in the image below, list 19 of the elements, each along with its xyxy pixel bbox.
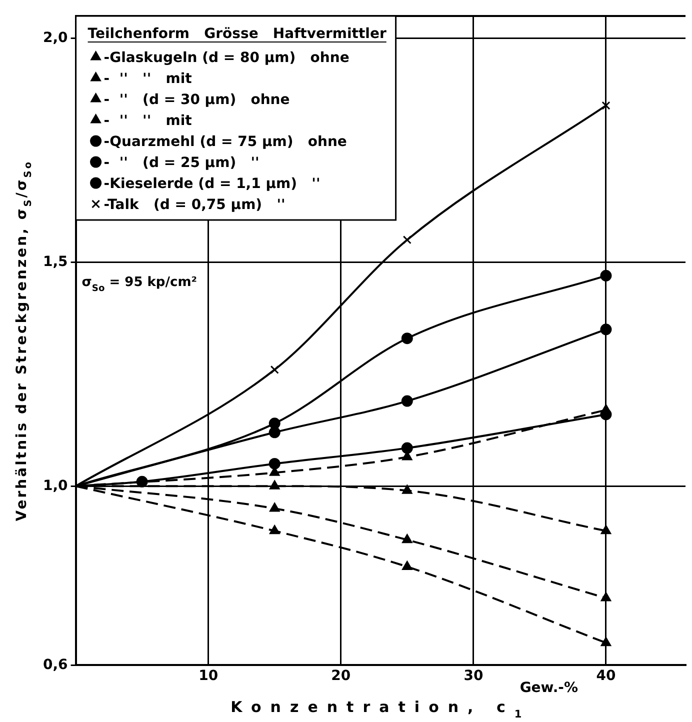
x-tick-label: 30 bbox=[464, 668, 484, 684]
y-tick-label: 1,0 bbox=[42, 478, 68, 494]
legend-title: Teilchenform Grösse Haftvermittler bbox=[88, 26, 386, 42]
y-tick-label: 1,5 bbox=[42, 254, 68, 270]
text: Gew.-% bbox=[520, 680, 578, 696]
x-tick-label: 10 bbox=[198, 668, 218, 684]
legend-label: - '' '' mit bbox=[104, 113, 192, 129]
legend-label: -Glaskugeln (d = 80 µm) ohne bbox=[104, 50, 350, 66]
legend-label: -Talk (d = 0,75 µm) '' bbox=[104, 197, 286, 213]
y-tick-label: 0,6 bbox=[42, 656, 68, 673]
legend-label: -Kieselerde (d = 1,1 µm) '' bbox=[104, 176, 320, 192]
y-axis-title: Verhältnis der Streckgrenzen, σS/σSo bbox=[14, 160, 34, 522]
x-tick-label: 20 bbox=[331, 668, 351, 684]
x-tick-label: 40 bbox=[596, 668, 616, 684]
y-tick-label: 2,0 bbox=[42, 30, 68, 46]
legend-label: - '' (d = 25 µm) '' bbox=[104, 155, 260, 171]
legend-label: -Quarzmehl (d = 75 µm) ohne bbox=[104, 134, 347, 150]
legend-label: - '' (d = 30 µm) ohne bbox=[104, 92, 290, 108]
legend-label: - '' '' mit bbox=[104, 71, 192, 87]
